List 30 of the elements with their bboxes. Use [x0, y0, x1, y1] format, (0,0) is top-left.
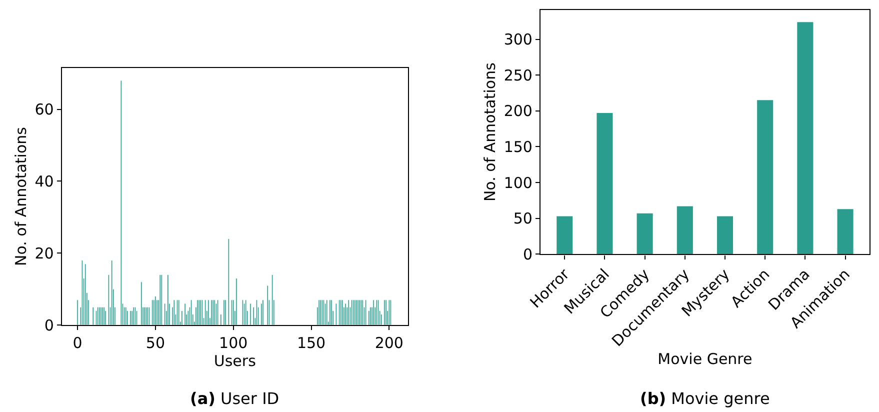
y-tick-label: 40	[34, 172, 54, 190]
bar	[716, 216, 734, 254]
y-tick-label: 0	[44, 316, 54, 334]
bar	[797, 22, 814, 254]
x-tick-label: 150	[296, 334, 326, 352]
text: (a) User ID	[190, 389, 280, 408]
y-tick-label: 250	[504, 66, 532, 84]
y-tick-label: 100	[504, 174, 532, 192]
bar	[676, 206, 693, 254]
x-tick-label: 200	[374, 334, 404, 352]
y-tick-label: 50	[513, 210, 532, 228]
bar	[837, 209, 854, 254]
x-axis-title: Users	[214, 352, 256, 370]
x-tick-label: 50	[146, 334, 165, 352]
y-tick-label: 150	[504, 138, 532, 156]
text: (b) Movie genre	[640, 389, 770, 408]
y-tick-label: 60	[34, 100, 54, 119]
y-tick-label: 200	[504, 102, 532, 120]
y-tick-label: 20	[34, 244, 54, 262]
y-axis-title: No. of Annotations	[12, 126, 30, 266]
bar	[556, 216, 573, 254]
bar	[636, 213, 653, 254]
x-axis-title: Movie Genre	[658, 350, 752, 368]
bar	[596, 113, 613, 254]
y-tick-label: 0	[522, 245, 532, 264]
y-axis-title: No. of Annotations	[481, 62, 500, 202]
y-tick-label: 300	[504, 30, 532, 49]
bar	[757, 100, 774, 254]
x-tick-label: 0	[72, 334, 82, 352]
x-tick-label: 100	[219, 334, 248, 352]
